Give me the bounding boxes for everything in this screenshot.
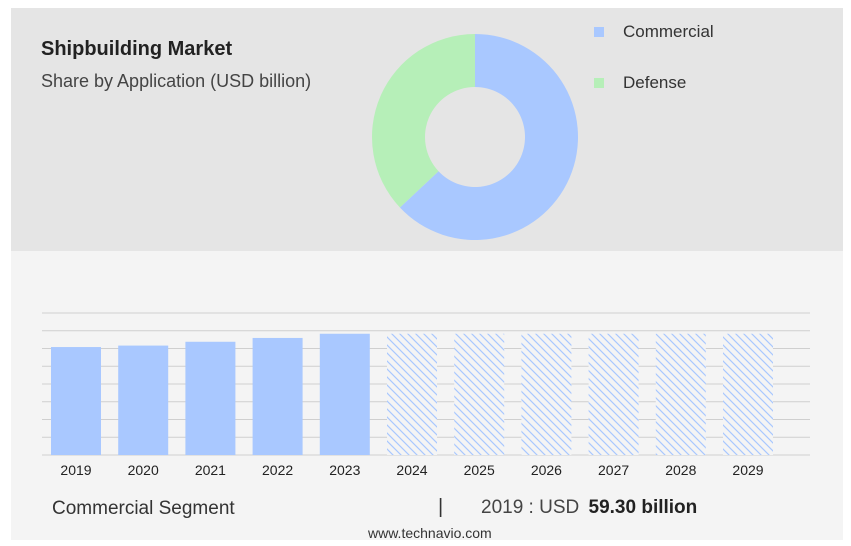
bar-2023 <box>319 333 370 455</box>
legend-label-commercial: Commercial <box>623 22 714 41</box>
x-tick-label: 2023 <box>329 462 360 478</box>
legend-swatch-commercial <box>594 27 604 37</box>
bar-2022 <box>252 337 303 455</box>
x-tick-label: 2027 <box>598 462 629 478</box>
footer-value-line: 2019 : USD 59.30 billion <box>481 497 697 519</box>
forecast-bar-2025 <box>454 333 505 455</box>
donut-slice-defense <box>372 34 475 208</box>
bar-2019 <box>51 347 101 455</box>
footer-value-text: 59.30 billion <box>588 497 698 518</box>
donut-slice-commercial <box>399 34 578 240</box>
x-tick-label: 2022 <box>262 462 293 478</box>
forecast-bar-2027 <box>588 333 639 455</box>
footer-segment-label: Commercial Segment <box>52 498 235 519</box>
x-tick-label: 2020 <box>128 462 159 478</box>
legend-item-defense: Defense <box>594 73 686 93</box>
forecast-bar-2024 <box>387 333 437 455</box>
x-tick-label: 2026 <box>531 462 562 478</box>
x-tick-label: 2019 <box>60 462 91 478</box>
chart-subtitle: Share by Application (USD billion) <box>41 71 312 91</box>
x-tick-label: 2029 <box>732 462 763 478</box>
forecast-bar-2026 <box>521 333 572 455</box>
x-tick-label: 2021 <box>195 462 226 478</box>
chart-title: Shipbuilding Market <box>41 38 233 60</box>
bar-chart: 2019 2020 2021 2022 2023 2024 2025 2026 2027 2028… <box>42 312 810 478</box>
bar-2021 <box>185 341 236 455</box>
bar-2020 <box>118 345 169 455</box>
website-label: www.technavio.com <box>368 525 492 541</box>
donut-chart <box>372 34 578 240</box>
legend-label-defense: Defense <box>623 73 687 92</box>
footer-year-text: 2019 : USD <box>481 497 580 518</box>
legend-item-commercial: Commercial <box>594 22 714 42</box>
forecast-bar-2029 <box>723 333 773 455</box>
forecast-bar-2028 <box>655 333 706 455</box>
x-tick-label: 2025 <box>464 462 495 478</box>
x-tick-label: 2028 <box>665 462 696 478</box>
legend-swatch-defense <box>594 78 604 88</box>
x-tick-label: 2024 <box>396 462 427 478</box>
footer-separator: | <box>438 496 444 518</box>
